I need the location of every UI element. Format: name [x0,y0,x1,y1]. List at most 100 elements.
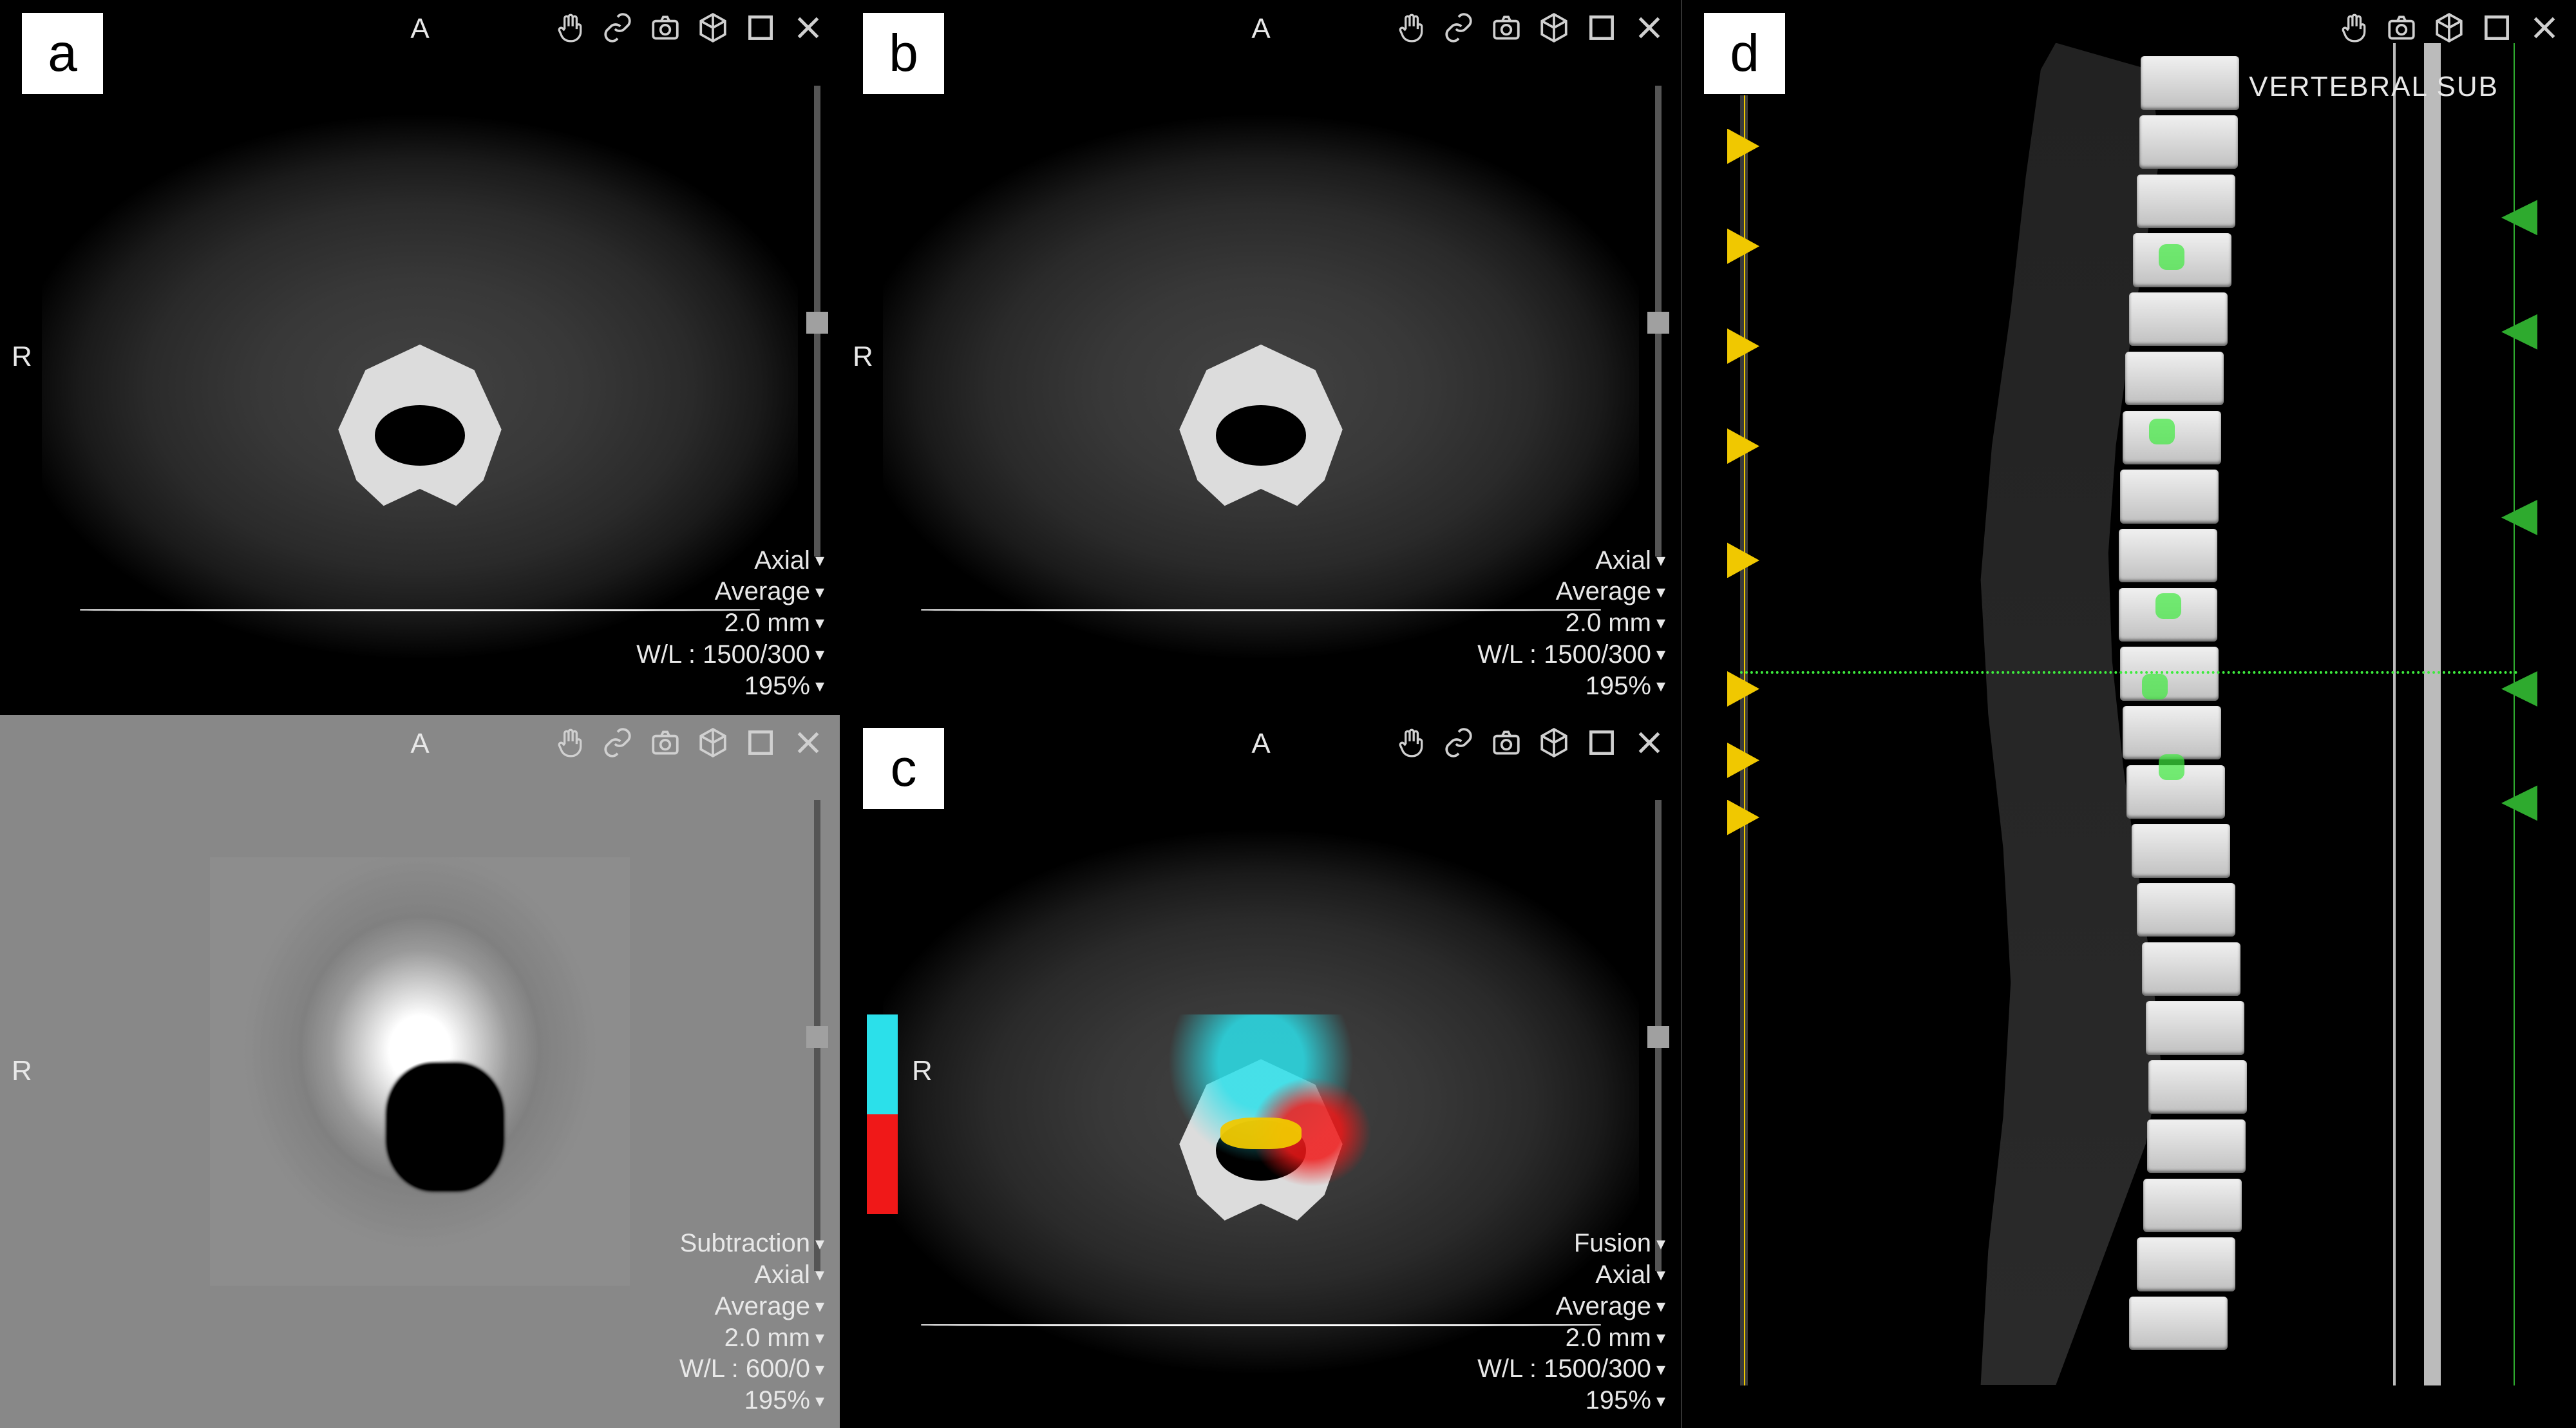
slice-slider[interactable] [1655,86,1662,557]
lesion-marker [2159,754,2184,780]
cube-icon[interactable] [697,727,729,759]
vertebra [2129,1297,2228,1350]
maximize-icon[interactable] [1586,727,1618,759]
maximize-icon[interactable] [2481,12,2513,44]
info-zoom[interactable]: 195% [1477,671,1665,702]
panel-letter-d: d [1703,12,1786,95]
info-mode[interactable]: Subtraction [679,1228,824,1259]
vertebra [2139,115,2238,169]
link-icon[interactable] [601,12,634,44]
link-icon[interactable] [1443,12,1475,44]
info-wl[interactable]: W/L : 1500/300 [1477,1353,1665,1385]
viewport-toolbar [1395,12,1665,44]
info-projection[interactable]: Average [1477,576,1665,607]
camera-icon[interactable] [1490,727,1522,759]
info-view[interactable]: Axial [1477,545,1665,576]
link-icon[interactable] [601,727,634,759]
info-wl[interactable]: W/L : 1500/300 [636,639,824,671]
info-zoom[interactable]: 195% [1477,1385,1665,1416]
close-icon[interactable] [2528,12,2561,44]
orientation-right: R [12,1055,32,1087]
cube-icon[interactable] [2433,12,2465,44]
spine-column [2120,43,2219,1385]
viewport-d[interactable]: d VERTEBRAL SUB [1681,0,2576,1428]
scout-marker-right[interactable] [2501,500,2537,535]
info-view[interactable]: Axial [636,545,824,576]
hand-icon[interactable] [1395,727,1427,759]
lesion-marker [2149,419,2175,444]
vertebra [2125,352,2224,405]
viewport-a[interactable]: a A R Axial Average 2.0 mm W/L : 1500/30… [0,0,840,714]
vertebra [2137,883,2235,937]
orientation-anterior: A [410,13,429,45]
info-view[interactable]: Axial [679,1259,824,1291]
close-icon[interactable] [792,727,824,759]
hand-icon[interactable] [1395,12,1427,44]
scout-marker-right[interactable] [2501,785,2537,821]
slider-thumb[interactable] [1647,1026,1669,1048]
slice-slider[interactable] [814,86,820,557]
close-icon[interactable] [1633,12,1665,44]
info-thickness[interactable]: 2.0 mm [1477,607,1665,639]
info-projection[interactable]: Average [636,576,824,607]
camera-icon[interactable] [649,12,681,44]
viewport-b[interactable]: b A R Axial Average 2.0 mm W/L : 1500/30… [841,0,1681,714]
slider-thumb[interactable] [806,312,828,334]
scout-marker-right[interactable] [2501,671,2537,707]
close-icon[interactable] [792,12,824,44]
orientation-anterior: A [1251,728,1270,760]
hand-icon[interactable] [554,12,586,44]
info-projection[interactable]: Average [1477,1291,1665,1322]
info-view[interactable]: Axial [1477,1259,1665,1291]
camera-icon[interactable] [2385,12,2418,44]
slice-slider[interactable] [814,800,820,1271]
cube-icon[interactable] [1538,727,1570,759]
camera-icon[interactable] [649,727,681,759]
info-overlay-c: Fusion Axial Average 2.0 mm W/L : 1500/3… [1477,1228,1665,1416]
camera-icon[interactable] [1490,12,1522,44]
maximize-icon[interactable] [744,727,777,759]
info-thickness[interactable]: 2.0 mm [679,1322,824,1354]
info-wl[interactable]: W/L : 1500/300 [1477,639,1665,671]
info-thickness[interactable]: 2.0 mm [1477,1322,1665,1354]
vertebra [2137,1237,2235,1291]
hand-icon[interactable] [2338,12,2370,44]
subtraction-image [210,857,630,1286]
viewport-subtraction[interactable]: A R Subtraction Axial Average 2.0 mm W/L… [0,715,840,1428]
scout-marker-right[interactable] [2501,200,2537,235]
info-mode[interactable]: Fusion [1477,1228,1665,1259]
vertebra [2146,1001,2244,1054]
scout-marker-right[interactable] [2501,314,2537,350]
white-track[interactable] [2424,43,2441,1385]
hand-icon[interactable] [554,727,586,759]
lesion-marker [2159,244,2184,270]
vertebra [2120,470,2219,523]
vertebra [2119,529,2217,582]
vertebra [2142,942,2240,996]
cube-icon[interactable] [697,12,729,44]
info-zoom[interactable]: 195% [636,671,824,702]
cube-icon[interactable] [1538,12,1570,44]
info-projection[interactable]: Average [679,1291,824,1322]
scout-line-right [2514,43,2515,1385]
viewport-toolbar [1395,727,1665,759]
panel-letter-c: c [862,727,945,810]
vertebra [2137,175,2235,228]
maximize-icon[interactable] [1586,12,1618,44]
info-wl[interactable]: W/L : 600/0 [679,1353,824,1385]
viewport-c[interactable]: c A R Fusion Axial Average 2.0 mm W/L : … [841,715,1681,1428]
vertebra [2123,706,2221,759]
maximize-icon[interactable] [744,12,777,44]
fusion-colorbar[interactable] [867,1014,898,1214]
slider-thumb[interactable] [1647,312,1669,334]
info-overlay-b: Axial Average 2.0 mm W/L : 1500/300 195% [1477,545,1665,702]
slice-slider[interactable] [1655,800,1662,1271]
vertebra [2147,1119,2246,1173]
info-thickness[interactable]: 2.0 mm [636,607,824,639]
link-icon[interactable] [1443,727,1475,759]
slider-thumb[interactable] [806,1026,828,1048]
orientation-right: R [12,341,32,373]
close-icon[interactable] [1633,727,1665,759]
info-zoom[interactable]: 195% [679,1385,824,1416]
crosshair-horizontal[interactable] [1740,671,2518,674]
